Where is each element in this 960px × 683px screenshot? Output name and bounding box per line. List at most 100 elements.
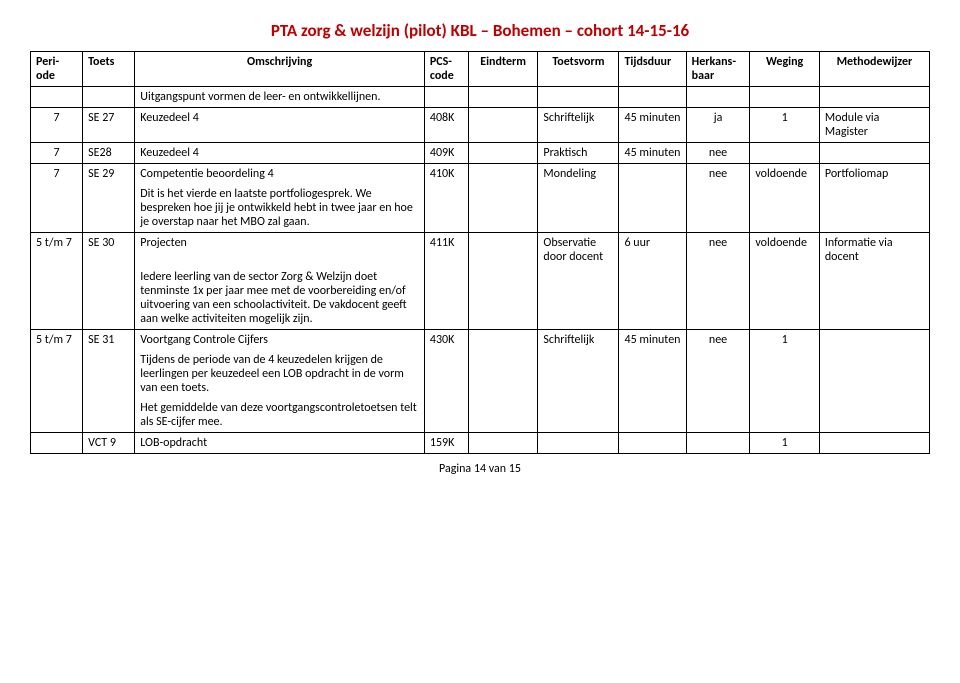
h-methodewijzer: Methodewijzer [819,52,929,87]
cell [31,184,83,233]
cell [619,433,686,454]
h-toets: Toets [83,52,135,87]
table-row: Tijdens de periode van de 4 keuzedelen k… [31,350,930,398]
cell-pcs: 408K [424,108,468,143]
table-row: 7 SE 27 Keuzedeel 4 408K Schriftelijk 45… [31,108,930,143]
cell-weging: 1 [750,108,820,143]
h-toetsvorm: Toetsvorm [538,52,619,87]
cell [538,184,619,233]
cell-herkans: nee [686,330,750,351]
cell-periode: 7 [31,108,83,143]
h-tijdsduur: Tijdsduur [619,52,686,87]
cell [83,350,135,398]
cell [538,433,619,454]
cell-periode: 5 t/m 7 [31,330,83,351]
header-row: Peri-ode Toets Omschrijving PCS-code Ein… [31,52,930,87]
h-herkansbaar: Herkans-baar [686,52,750,87]
table-row: 5 t/m 7 SE 30 Projecten 411K Observatie … [31,233,930,268]
cell [819,330,929,351]
cell [468,108,538,143]
cell [750,87,820,108]
table-row: 5 t/m 7 SE 31 Voortgang Controle Cijfers… [31,330,930,351]
cell-methode: Portfoliomap [819,164,929,185]
cell [819,433,929,454]
cell-omschrijving: Iedere leerling van de sector Zorg & Wel… [135,267,425,330]
cell [619,164,686,185]
cell-omschrijving: Keuzedeel 4 [135,143,425,164]
h-periode: Peri-ode [31,52,83,87]
table-row: Uitgangspunt vormen de leer- en ontwikke… [31,87,930,108]
cell-tijdsduur: 45 minuten [619,108,686,143]
cell-toets: SE28 [83,143,135,164]
cell [819,184,929,233]
cell-omschrijving: Het gemiddelde van deze voortgangscontro… [135,398,425,433]
cell [686,433,750,454]
cell-periode: 7 [31,164,83,185]
cell [31,350,83,398]
cell [619,398,686,433]
cell [83,398,135,433]
cell-pcs: 430K [424,330,468,351]
cell [31,267,83,330]
cell-omschrijving: Uitgangspunt vormen de leer- en ontwikke… [135,87,425,108]
cell [424,398,468,433]
cell-toetsvorm: Observatie door docent [538,233,619,268]
cell [31,398,83,433]
cell-toetsvorm: Mondeling [538,164,619,185]
cell-omschrijving: Keuzedeel 4 [135,108,425,143]
cell-periode: 5 t/m 7 [31,233,83,268]
cell-tijdsduur: 45 minuten [619,143,686,164]
table-row: Iedere leerling van de sector Zorg & Wel… [31,267,930,330]
cell-toetsvorm: Schriftelijk [538,330,619,351]
cell [538,87,619,108]
cell-herkans: nee [686,143,750,164]
cell-toets: SE 27 [83,108,135,143]
cell [424,350,468,398]
cell-omschrijving: Tijdens de periode van de 4 keuzedelen k… [135,350,425,398]
cell [31,87,83,108]
cell-toetsvorm: Praktisch [538,143,619,164]
cell [750,398,820,433]
cell-toets: SE 31 [83,330,135,351]
cell [83,87,135,108]
h-omschrijving: Omschrijving [135,52,425,87]
cell [686,184,750,233]
cell-toets: SE 30 [83,233,135,268]
cell [468,267,538,330]
cell [538,350,619,398]
cell [686,350,750,398]
h-eindterm: Eindterm [468,52,538,87]
cell-herkans: ja [686,108,750,143]
cell [83,184,135,233]
cell-methode: Informatie via docent [819,233,929,268]
cell-omschrijving-title: Voortgang Controle Cijfers [135,330,425,351]
cell [819,350,929,398]
cell-weging: 1 [750,433,820,454]
cell-omschrijving: Dit is het vierde en laatste portfolioge… [135,184,425,233]
cell [468,398,538,433]
pta-table: Peri-ode Toets Omschrijving PCS-code Ein… [30,51,930,454]
cell [750,267,820,330]
cell [819,143,929,164]
cell [468,350,538,398]
cell-tijdsduur: 6 uur [619,233,686,268]
page-footer: Pagina 14 van 15 [30,462,930,476]
table-row: Dit is het vierde en laatste portfolioge… [31,184,930,233]
cell-toetsvorm: Schriftelijk [538,108,619,143]
cell [424,184,468,233]
cell-weging: voldoende [750,233,820,268]
cell [31,433,83,454]
document-title: PTA zorg & welzijn (pilot) KBL – Bohemen… [30,20,930,41]
cell [819,398,929,433]
cell [750,350,820,398]
cell-pcs: 409K [424,143,468,164]
cell [619,267,686,330]
cell [468,233,538,268]
cell [468,433,538,454]
cell [686,87,750,108]
cell [424,87,468,108]
cell-herkans: nee [686,233,750,268]
cell [468,330,538,351]
cell [750,184,820,233]
cell [619,350,686,398]
